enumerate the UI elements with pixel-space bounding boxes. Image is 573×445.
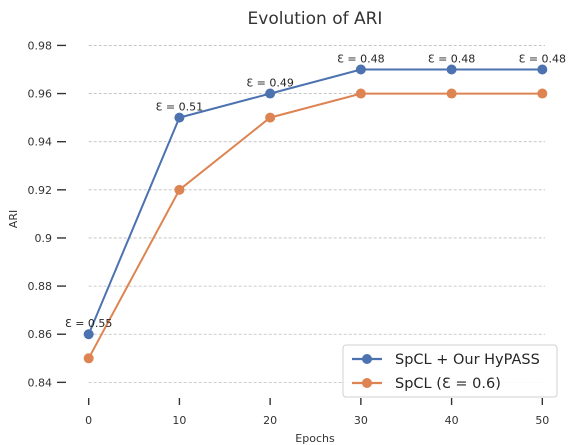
y-tick-label: 0.96 [28,88,53,101]
y-tick-label: 0.9 [35,232,53,245]
legend-label-spcl: SpCL (Ɛ = 0.6) [395,376,501,392]
y-tick-label: 0.98 [28,39,53,52]
data-point [174,112,185,123]
x-tick-label: 20 [263,414,277,427]
legend-entry-hypass: SpCL + Our HyPASS [352,352,540,368]
series-line-0 [87,68,543,335]
y-tick-label: 0.94 [28,136,53,149]
data-point [537,64,548,75]
legend-marker-hypass [362,354,372,364]
y-axis-ticks: 0.84 0.86 0.88 0.9 0.92 0.94 0.96 0.98 [28,39,66,389]
legend-label-hypass: SpCL + Our HyPASS [395,352,540,368]
series-line-1 [87,92,543,359]
epsilon-annotation: Ɛ = 0.51 [156,101,203,114]
x-tick-label: 0 [85,414,92,427]
series-lines [83,64,548,364]
data-point [174,184,185,195]
y-tick-label: 0.88 [28,280,53,293]
grid-lines [88,45,545,383]
data-point [355,88,366,99]
data-point [537,88,548,99]
data-point [83,353,94,364]
x-axis-ticks: 0 10 20 30 40 50 [85,398,549,427]
y-tick-label: 0.92 [28,184,53,197]
x-tick-label: 50 [535,414,549,427]
legend-entry-spcl: SpCL (Ɛ = 0.6) [352,376,501,392]
legend-marker-spcl [362,378,372,388]
legend: SpCL + Our HyPASS SpCL (Ɛ = 0.6) [342,344,558,398]
x-tick-label: 30 [354,414,368,427]
x-axis-label: Epochs [295,432,335,445]
data-point [446,64,457,75]
data-point [265,112,276,123]
y-tick-label: 0.84 [28,376,53,389]
epsilon-annotation: Ɛ = 0.48 [428,52,475,65]
epsilon-annotation: Ɛ = 0.48 [519,52,566,65]
y-tick-label: 0.86 [28,328,53,341]
epsilon-annotation: Ɛ = 0.55 [65,317,112,330]
chart-title: Evolution of ARI [248,9,383,29]
y-axis-label: ARI [7,210,20,228]
data-point [446,88,457,99]
epsilon-annotations: Ɛ = 0.55 Ɛ = 0.51 Ɛ = 0.49 Ɛ = 0.48 Ɛ = 0.48… [65,52,566,330]
epsilon-annotation: Ɛ = 0.48 [337,52,384,65]
data-point [355,64,366,75]
x-tick-label: 10 [172,414,186,427]
x-tick-label: 40 [445,414,459,427]
legend-box [342,344,558,398]
data-point [83,329,94,340]
epsilon-annotation: Ɛ = 0.49 [246,77,293,90]
data-point [265,88,276,99]
